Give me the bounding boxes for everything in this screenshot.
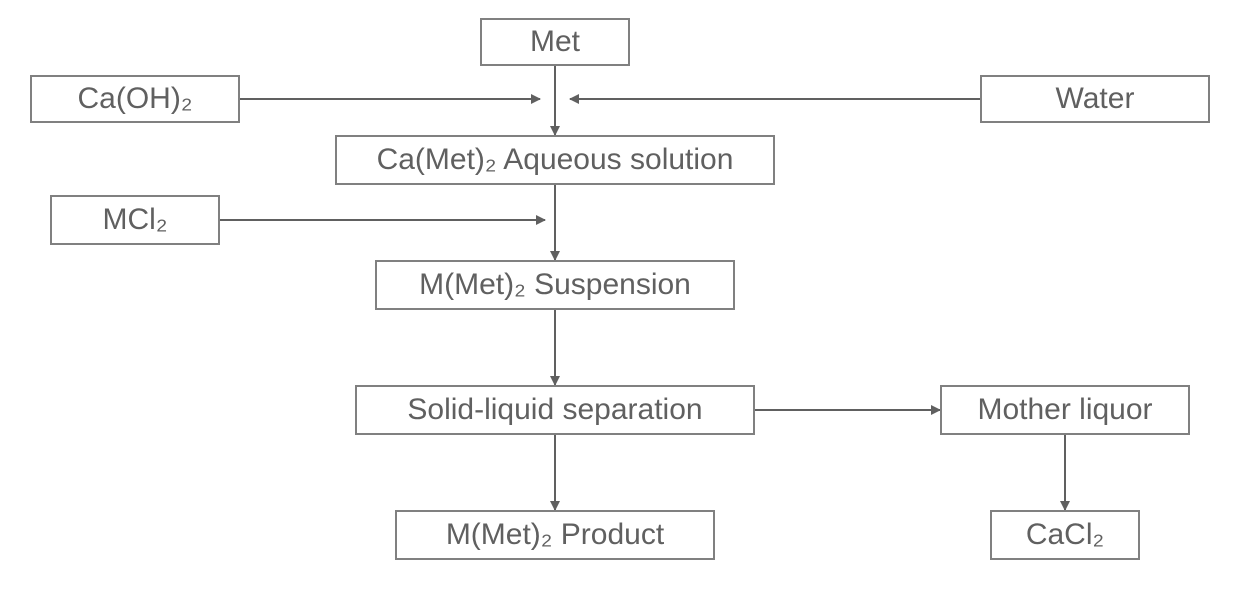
node-camet2: Ca(Met)₂ Aqueous solution [335,135,775,185]
node-caoh2: Ca(OH)₂ [30,75,240,123]
node-met: Met [480,18,630,66]
node-label: Ca(Met)₂ Aqueous solution [377,143,734,177]
node-mmet2prod: M(Met)₂ Product [395,510,715,560]
node-label: CaCl₂ [1026,518,1104,552]
node-label: Mother liquor [977,393,1152,427]
node-label: Solid-liquid separation [407,393,702,427]
flowchart-canvas: Met Ca(OH)₂ Water Ca(Met)₂ Aqueous solution… [0,0,1240,616]
node-label: Ca(OH)₂ [78,82,193,116]
node-sls: Solid-liquid separation [355,385,755,435]
node-label: MCl₂ [103,203,168,237]
node-mmet2susp: M(Met)₂ Suspension [375,260,735,310]
node-mcl2: MCl₂ [50,195,220,245]
node-label: M(Met)₂ Product [446,518,664,552]
node-label: M(Met)₂ Suspension [419,268,691,302]
node-label: Water [1056,82,1135,116]
node-mother: Mother liquor [940,385,1190,435]
node-cacl2: CaCl₂ [990,510,1140,560]
node-water: Water [980,75,1210,123]
node-label: Met [530,25,580,59]
